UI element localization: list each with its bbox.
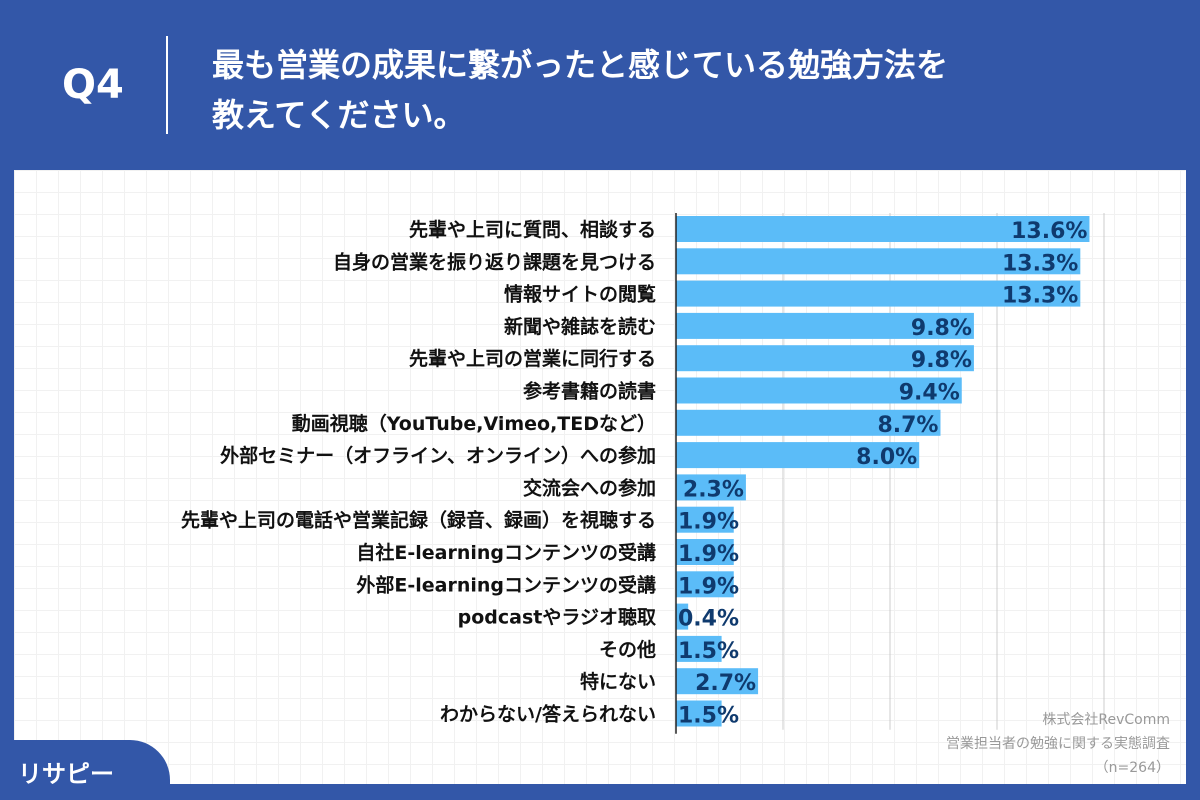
category-label: 自身の営業を振り返り課題を見つける bbox=[333, 250, 656, 273]
value-label: 9.4% bbox=[899, 381, 960, 406]
category-label: 情報サイトの閲覧 bbox=[504, 283, 656, 306]
bar bbox=[676, 539, 734, 565]
bar bbox=[676, 571, 734, 598]
value-label: 9.8% bbox=[911, 348, 972, 373]
value-label: 1.9% bbox=[678, 542, 739, 567]
category-label: 先輩や上司の営業に同行する bbox=[409, 347, 656, 370]
category-label: 外部E-learningコンテンツの受講 bbox=[356, 573, 656, 596]
title-line-2: 教えてください。 bbox=[212, 96, 466, 134]
source-note: 株式会社RevComm 営業担当者の勉強に関する実態調査 （n=264） bbox=[946, 708, 1170, 780]
category-label: 先輩や上司に質問、相談する bbox=[409, 218, 656, 241]
bar bbox=[676, 345, 974, 372]
value-label: 0.4% bbox=[678, 607, 739, 632]
category-label: 新聞や雑誌を読む bbox=[504, 315, 656, 338]
category-label: 交流会への参加 bbox=[523, 476, 656, 499]
sample-size: （n=264） bbox=[1094, 760, 1170, 776]
title-line-1: 最も営業の成果に繋がったと感じている勉強方法を bbox=[212, 46, 949, 84]
bar bbox=[676, 603, 689, 630]
source-company: 株式会社RevComm bbox=[1042, 712, 1170, 728]
category-label: 動画視聴（YouTube,Vimeo,TEDなど） bbox=[292, 412, 656, 435]
value-label: 13.6% bbox=[1011, 219, 1087, 244]
value-label: 1.9% bbox=[678, 510, 739, 535]
category-label: 先輩や上司の電話や営業記録（録音、録画）を視聴する bbox=[181, 509, 656, 532]
value-label: 2.7% bbox=[695, 671, 756, 696]
value-label: 1.5% bbox=[678, 639, 739, 664]
value-label: 8.0% bbox=[856, 445, 917, 470]
logo: リサピー bbox=[0, 740, 170, 800]
bar bbox=[676, 312, 974, 339]
value-label: 1.5% bbox=[678, 704, 739, 729]
bar bbox=[676, 248, 1081, 275]
value-label: 9.8% bbox=[911, 316, 972, 341]
bar bbox=[676, 377, 962, 404]
value-label: 13.3% bbox=[1002, 284, 1078, 309]
bar bbox=[676, 216, 1090, 242]
category-label: わからない/答えられない bbox=[440, 703, 656, 726]
category-label: その他 bbox=[599, 638, 656, 661]
bar bbox=[676, 280, 1081, 307]
value-label: 1.9% bbox=[678, 574, 739, 599]
bar bbox=[676, 442, 920, 469]
logo-text: リサピー bbox=[18, 760, 114, 788]
chart-panel bbox=[14, 170, 1186, 784]
bar bbox=[676, 506, 734, 533]
source-survey: 営業担当者の勉強に関する実態調査 bbox=[946, 736, 1170, 752]
category-label: 自社E-learningコンテンツの受講 bbox=[356, 541, 656, 564]
value-label: 13.3% bbox=[1002, 251, 1078, 276]
value-label: 8.7% bbox=[877, 413, 938, 438]
category-label: 参考書籍の読書 bbox=[523, 380, 656, 403]
category-label: 外部セミナー（オフライン、オンライン）への参加 bbox=[220, 444, 656, 467]
bar bbox=[676, 635, 722, 662]
bar bbox=[676, 474, 746, 501]
header: Q4 最も営業の成果に繋がったと感じている勉強方法を 教えてください。 bbox=[0, 0, 1200, 170]
category-label: podcastやラジオ聴取 bbox=[458, 607, 656, 629]
value-label: 2.3% bbox=[683, 477, 744, 502]
bar bbox=[676, 700, 722, 727]
divider bbox=[166, 36, 168, 134]
bar bbox=[676, 409, 941, 436]
question-number: Q4 bbox=[62, 62, 124, 108]
page-title: 最も営業の成果に繋がったと感じている勉強方法を 教えてください。 bbox=[212, 40, 1112, 140]
bar bbox=[676, 668, 759, 695]
category-label: 特にない bbox=[580, 671, 656, 693]
